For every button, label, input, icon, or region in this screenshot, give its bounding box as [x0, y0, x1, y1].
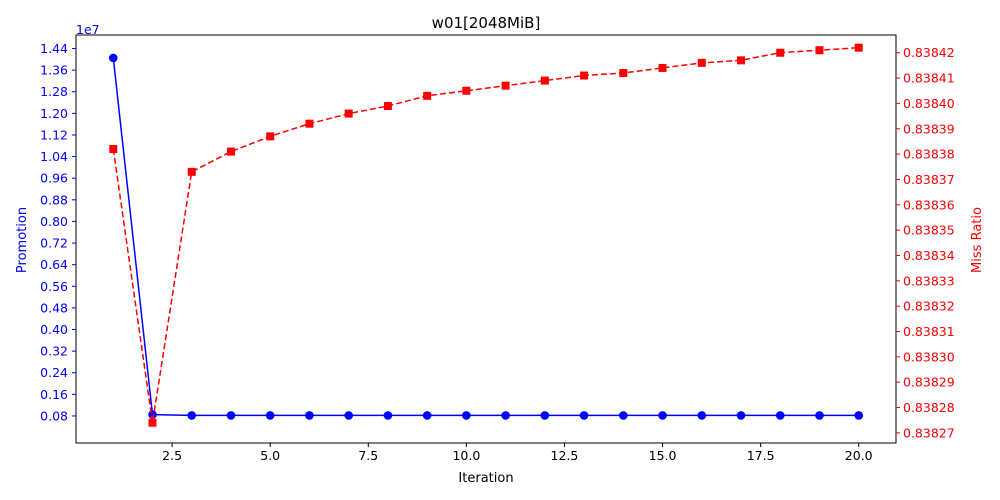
series-point-right	[423, 91, 432, 100]
series-point-right	[619, 69, 628, 78]
x-tick-label: 2.5	[162, 448, 182, 463]
x-tick-label: 20.0	[845, 448, 873, 463]
left-tick-label: 0.32	[40, 344, 68, 359]
left-tick-label: 0.80	[40, 214, 68, 229]
x-tick-label: 5.0	[260, 448, 280, 463]
series-point-right	[305, 119, 314, 128]
series-point-right	[540, 76, 549, 85]
x-axis-label: Iteration	[458, 471, 513, 486]
right-tick-label: 0.83832	[903, 299, 955, 314]
series-point-left	[736, 411, 746, 420]
right-tick-label: 0.83830	[903, 349, 955, 364]
right-tick-label: 0.83837	[903, 172, 955, 187]
series-point-right	[266, 132, 275, 141]
series-point-right	[109, 145, 118, 154]
x-tick-label: 12.5	[551, 448, 579, 463]
series-point-left	[579, 411, 589, 420]
series-line-left	[112, 57, 859, 417]
series-point-left	[383, 411, 393, 420]
right-tick-label: 0.83842	[903, 45, 955, 60]
series-point-left	[658, 411, 667, 420]
series-point-right	[697, 58, 706, 67]
series-point-left	[540, 411, 550, 420]
right-tick-label: 0.83829	[903, 375, 955, 390]
left-tick-label: 0.16	[40, 387, 68, 402]
right-tick-label: 0.83827	[903, 425, 955, 440]
series-point-right	[344, 109, 353, 118]
right-tick-label: 0.83831	[903, 324, 955, 339]
series-point-left	[344, 411, 353, 420]
chart-axes: 2.5 5.0 7.5 10.0 12.5 15.0 17.5 20.0 0.08 0.16 0.2…	[40, 34, 955, 463]
left-tick-label: 0.40	[40, 322, 68, 337]
series-point-left	[775, 411, 785, 420]
plot-frame	[75, 34, 897, 444]
series-point-right	[383, 101, 392, 110]
right-tick-label: 0.83835	[903, 223, 955, 238]
left-tick-label: 0.48	[40, 300, 68, 315]
series-point-left	[265, 411, 275, 420]
series-point-left	[815, 411, 824, 420]
right-tick-label: 0.83840	[903, 96, 955, 111]
right-tick-label: 0.83833	[903, 273, 955, 288]
left-tick-label: 0.96	[40, 171, 68, 186]
series-point-right	[462, 86, 471, 95]
series-point-left	[305, 411, 314, 420]
left-tick-label: 1.04	[40, 149, 68, 164]
series-point-left	[422, 411, 432, 420]
x-tick-label: 15.0	[649, 448, 677, 463]
series-point-right	[148, 418, 157, 427]
series-point-right	[187, 167, 196, 176]
right-tick-label: 0.83839	[903, 121, 955, 136]
series-point-left	[462, 411, 471, 420]
series-point-right	[580, 71, 589, 80]
series-point-left	[226, 411, 236, 420]
series-point-left	[619, 411, 628, 420]
series-point-right	[658, 63, 667, 72]
right-axis-label: Miss Ratio	[970, 207, 985, 273]
series-point-right	[501, 81, 510, 90]
left-tick-label: 0.56	[40, 279, 68, 294]
series-point-right	[776, 48, 785, 57]
left-tick-label: 0.64	[40, 257, 68, 272]
left-tick-label: 1.12	[40, 127, 68, 142]
left-tick-label: 1.36	[40, 63, 68, 78]
right-tick-label: 0.83841	[903, 71, 955, 86]
left-tick-label: 0.08	[40, 408, 68, 423]
left-tick-label: 0.88	[40, 192, 68, 207]
series-point-right	[226, 147, 235, 156]
series-point-right	[854, 43, 863, 52]
x-tick-label: 10.0	[452, 448, 480, 463]
series-point-left	[697, 411, 707, 420]
right-tick-label: 0.83828	[903, 400, 955, 415]
series-point-right	[815, 46, 824, 55]
right-tick-label: 0.83834	[903, 248, 955, 263]
chart-title: w01[2048MiB]	[432, 14, 541, 32]
series-point-right	[737, 56, 746, 65]
x-tick-label: 17.5	[747, 448, 775, 463]
left-tick-label: 0.72	[40, 236, 68, 251]
left-tick-label: 1.20	[40, 106, 68, 121]
series-line-right	[112, 46, 859, 423]
series-point-left	[108, 53, 118, 63]
series-point-left	[501, 411, 510, 420]
left-tick-label: 1.44	[40, 41, 68, 56]
left-tick-label: 1.28	[40, 84, 68, 99]
right-tick-label: 0.83838	[903, 147, 955, 162]
left-axis-offset-text: 1e7	[76, 22, 100, 37]
left-tick-label: 0.24	[40, 365, 68, 380]
left-axis-label: Promotion	[15, 207, 30, 273]
series-point-left	[187, 411, 197, 420]
series-point-left	[854, 411, 864, 420]
x-tick-label: 7.5	[358, 448, 378, 463]
chart-marks	[108, 43, 864, 427]
right-tick-label: 0.83836	[903, 197, 955, 212]
